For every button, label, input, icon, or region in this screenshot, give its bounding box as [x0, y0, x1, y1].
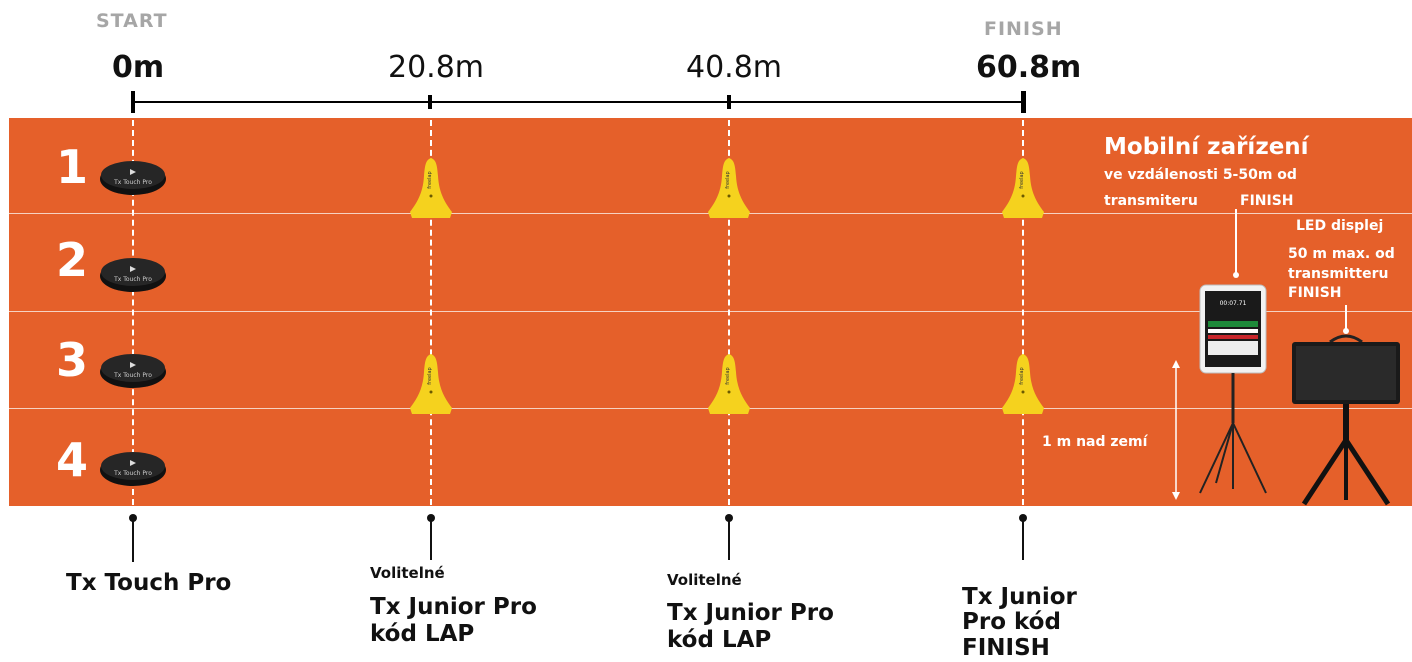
- led-line3: FINISH: [1288, 285, 1342, 301]
- label-lap1-line1: Tx Junior Pro: [370, 594, 537, 620]
- cone-brand: freelap: [725, 171, 731, 189]
- marker-0m: 0m: [112, 50, 165, 85]
- label-lap2-line2: kód LAP: [667, 627, 772, 653]
- marker-20-8m: 20.8m: [388, 50, 485, 85]
- bottom-leaders: [129, 514, 1027, 562]
- finish-line: [1022, 120, 1024, 505]
- label-lap1-line2: kód LAP: [370, 621, 475, 647]
- tablet-tripod-icon: 00:07.71: [1199, 284, 1267, 494]
- label-finish-line3: FINISH: [962, 635, 1050, 661]
- label-lap1-optional: Volitelné: [370, 564, 445, 582]
- label-finish-line1: Tx Junior: [962, 584, 1077, 610]
- lane-number-4: 4: [55, 433, 88, 487]
- device-title: Mobilní zařízení: [1104, 134, 1309, 160]
- height-label: 1 m nad zemí: [1042, 434, 1148, 450]
- touch-pad-icon: Tx Touch Pro: [100, 161, 166, 195]
- cone-transmitter-icon: freelap: [708, 354, 750, 414]
- cone-brand: freelap: [427, 367, 433, 385]
- lap-line-1: [430, 120, 432, 505]
- lane-number-1: 1: [55, 140, 88, 194]
- cone-transmitter-icon: freelap: [410, 158, 452, 218]
- touch-pad-text: Tx Touch Pro: [113, 276, 152, 283]
- cone-transmitter-icon: freelap: [708, 158, 750, 218]
- cone-transmitter-icon: freelap: [410, 354, 452, 414]
- finish-label: FINISH: [984, 18, 1063, 40]
- touch-pad-icon: Tx Touch Pro: [100, 354, 166, 388]
- lane-number-3: 3: [55, 333, 88, 387]
- device-line2a: transmiteru: [1104, 193, 1198, 209]
- device-line2b: FINISH: [1240, 193, 1294, 209]
- lap-line-2: [728, 120, 730, 505]
- device-line1: ve vzdálenosti 5-50m od: [1104, 167, 1297, 183]
- led-title: LED displej: [1296, 218, 1384, 234]
- marker-40-8m: 40.8m: [686, 50, 783, 85]
- label-lap2-optional: Volitelné: [667, 571, 742, 589]
- label-touch-pro: Tx Touch Pro: [66, 570, 232, 596]
- touch-pad-icon: Tx Touch Pro: [100, 452, 166, 486]
- lane-divider: [9, 311, 1412, 312]
- start-label: START: [96, 10, 168, 32]
- cone-brand: freelap: [1019, 171, 1025, 189]
- tablet-time: 00:07.71: [1220, 300, 1247, 307]
- start-line: [132, 120, 134, 505]
- callout-pointers: [1233, 209, 1349, 334]
- cone-brand: freelap: [725, 367, 731, 385]
- cone-transmitter-icon: freelap: [1002, 158, 1044, 218]
- distance-ruler: [131, 91, 1026, 113]
- height-arrow: [1172, 360, 1180, 500]
- led-display-icon: [1292, 334, 1400, 506]
- led-line1: 50 m max. od: [1288, 246, 1395, 262]
- label-lap2-line1: Tx Junior Pro: [667, 600, 834, 626]
- cone-transmitter-icon: freelap: [1002, 354, 1044, 414]
- touch-pad-text: Tx Touch Pro: [113, 372, 152, 379]
- label-finish-line2: Pro kód: [962, 609, 1061, 635]
- touch-pad-text: Tx Touch Pro: [113, 179, 152, 186]
- led-line2: transmitteru: [1288, 266, 1389, 282]
- running-track: [9, 118, 1412, 506]
- cone-brand: freelap: [1019, 367, 1025, 385]
- touch-pad-text: Tx Touch Pro: [113, 470, 152, 477]
- touch-pad-icon: Tx Touch Pro: [100, 258, 166, 292]
- lane-number-2: 2: [55, 233, 88, 287]
- cone-brand: freelap: [427, 171, 433, 189]
- marker-60-8m: 60.8m: [976, 50, 1082, 85]
